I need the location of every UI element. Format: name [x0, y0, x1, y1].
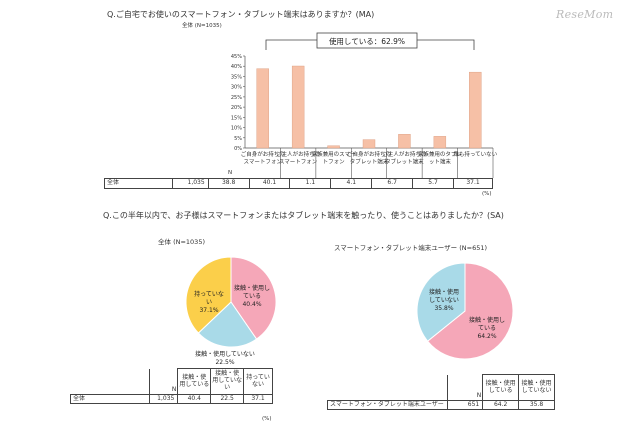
pie-slice-label: 37.1%	[199, 307, 218, 314]
bar	[469, 71, 482, 149]
bar-unit: (%)	[482, 191, 492, 197]
x-category-label: ご主人がお持ちの	[382, 150, 426, 158]
pie-right-col-using: 接触・使用している	[482, 374, 520, 401]
pie-left-row-label: 全体	[69, 394, 151, 404]
pie-slice	[230, 256, 277, 340]
pie-right-col-not: 接触・使用していない	[518, 374, 555, 401]
x-category-label: 家族兼用のスマー	[312, 150, 356, 158]
pie-slice-label: 35.8%	[434, 305, 453, 312]
pie-left-value: 40.4	[177, 394, 212, 404]
x-category-label: ご自身がお持ちの	[241, 150, 285, 158]
bar-axis: 0% 5% 10% 15% 20% 25% 30% 35% 40% 45%	[231, 54, 493, 152]
y-tick-label: 45%	[231, 54, 242, 60]
y-tick-label: 15%	[231, 115, 242, 121]
pie-right-table: N 接触・使用している 接触・使用していない スマートフォン・タブレット端末ユー…	[326, 374, 555, 410]
pie-slice-label: していない	[429, 297, 459, 304]
bar	[398, 134, 411, 149]
x-category-label: タブレット端末	[385, 158, 424, 166]
pie-slice-label: 64.2%	[477, 333, 496, 340]
x-category-label: ご主人がお持ちの	[276, 150, 320, 158]
pie-left-n-header: N	[149, 368, 179, 395]
bar-chart: 使用している：62.9% 0% 5% 10% 15% 20% 25% 30% 35% 40% 45…	[231, 32, 498, 178]
pie-slice-label: 22.5%	[215, 359, 234, 366]
bar-table-value: 40.1	[248, 178, 291, 189]
pie-right-value: 64.2	[482, 400, 520, 410]
pie-left-col-not: 接触・使用していない	[210, 368, 245, 395]
bar	[327, 145, 340, 149]
bar-n-value: 1,035	[171, 178, 209, 189]
x-category-label: タブレット端末	[350, 158, 389, 166]
x-category-label: スマートフォン	[244, 159, 283, 166]
bracket-label-box	[316, 32, 418, 49]
x-category-label: ット端末	[429, 158, 452, 166]
x-category-label: ご自身がお持ちの	[347, 150, 391, 158]
pie-slice-label: 40.4%	[242, 301, 261, 308]
pie-right-row-label: スマートフォン・タブレット端末ユーザー	[326, 400, 449, 410]
pie-left-n-value: 1,035	[149, 394, 179, 404]
watermark-logo: ReseMom	[556, 8, 614, 21]
pie-left-col-none: 持っていない	[243, 368, 273, 395]
pie-labels: 接触・使用している40.4%持っていない37.1%接触・使用していない22.5%…	[194, 284, 505, 366]
pie-left-col-using: 接触・使用している	[177, 368, 212, 395]
bar-category-labels: ご自身がお持ちのスマートフォンご主人がお持ちのスマートフォン家族兼用のスマートフ…	[241, 148, 498, 178]
x-category-label: 家族兼用のタブレ	[418, 150, 462, 158]
pie-left-title: 全体 (N=1035)	[158, 238, 205, 246]
x-category-label: トフォン	[323, 159, 346, 166]
pie-left-table: N 接触・使用している 接触・使用していない 持っていない 全体 1,035 4…	[69, 368, 273, 404]
pie-slice	[197, 301, 258, 348]
pie-slice-label: 接触・使用し	[469, 316, 505, 324]
y-tick-label: 5%	[234, 136, 242, 142]
x-category-label: スマートフォン	[279, 159, 318, 166]
pie-slice-label: 接触・使用	[429, 288, 459, 296]
y-tick-label: 25%	[231, 95, 242, 101]
bar-n-header: N	[228, 170, 233, 176]
bar	[362, 139, 376, 149]
pie-right-n-header: N	[447, 374, 484, 401]
x-category-label: 誰も持っていない	[453, 150, 497, 158]
pie-left-unit: (%)	[262, 416, 272, 422]
pie-right	[416, 262, 514, 360]
question-2-text: Q.この半年以内で、お子様はスマートフォンまたはタブレット端末を触ったり、使うこ…	[103, 211, 504, 220]
bar	[291, 65, 305, 149]
y-tick-label: 10%	[231, 126, 242, 132]
pie-right-value: 35.8	[518, 400, 555, 410]
question-1-text: Q.ご自宅でお使いのスマートフォン・タブレット端末はありますか？(MA)	[107, 10, 375, 19]
pie-left-value: 37.1	[243, 394, 273, 404]
pie-slice-label: 持っていな	[194, 290, 224, 298]
bar-marks	[256, 65, 482, 149]
pie-left-value: 22.5	[210, 394, 245, 404]
pie-slice	[416, 262, 466, 342]
y-tick-label: 35%	[231, 74, 242, 80]
bar	[433, 136, 447, 149]
y-tick-label: 0%	[234, 146, 242, 152]
pie-slice	[185, 256, 232, 334]
y-tick-label: 20%	[231, 105, 242, 111]
pie-right-n-value: 651	[447, 400, 484, 410]
y-tick-label: 40%	[231, 64, 242, 70]
bar	[256, 68, 269, 149]
pie-slice-label: ている	[478, 325, 496, 332]
bracket-label: 使用している：62.9%	[329, 36, 405, 46]
pie-right-title: スマートフォン・タブレット端末ユーザー (N=651)	[334, 244, 488, 252]
bar-data-table: 全体 1,035 38.8 40.1 1.1 4.1 6.7 5.7 37.1	[104, 178, 494, 189]
pie-slice-label: 接触・使用し	[234, 284, 270, 292]
question-1-subtitle: 全体 (N=1035)	[182, 23, 222, 29]
y-tick-label: 30%	[231, 85, 242, 91]
pie-slice-label: い	[206, 299, 212, 306]
pie-slice-label: 接触・使用していない	[195, 350, 255, 358]
bar-table-value: 37.1	[452, 178, 494, 189]
pie-slice-label: ている	[243, 293, 261, 300]
pie-slice	[426, 262, 514, 360]
pie-left	[185, 256, 277, 348]
